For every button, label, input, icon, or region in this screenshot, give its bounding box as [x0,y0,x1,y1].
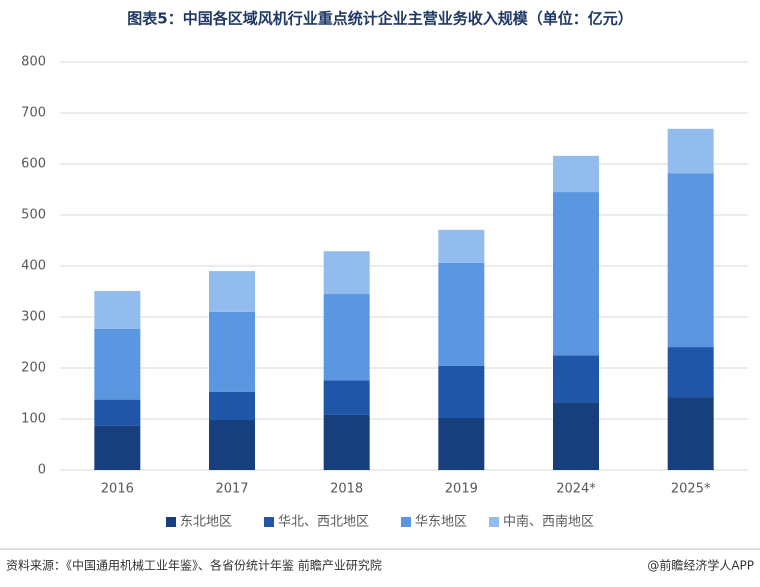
x-tick-label: 2017 [215,482,248,497]
legend-swatch [166,517,176,527]
x-tick-label: 2024* [556,482,596,497]
bar-segment [209,311,255,392]
bar-segment [94,290,141,329]
y-tick-label: 500 [21,208,46,223]
bar-segment [553,402,599,470]
bar-segment [94,399,141,426]
legend-label: 华北、西北地区 [278,515,369,530]
bar-segment [438,365,485,418]
bar-segment [667,128,714,174]
bar-segment [209,271,255,312]
y-tick-label: 0 [38,463,46,478]
legend-swatch [401,517,411,527]
x-tick-label: 2018 [330,482,363,497]
bar-segment [667,397,714,470]
y-tick-label: 100 [21,412,46,427]
source: 资料来源：《中国通用机械工业年鉴》、各省份统计年鉴 前瞻产业研究院 [6,558,382,573]
brand: @前瞻经济学人APP [647,558,754,573]
bar-segment [323,251,370,295]
y-tick-label: 200 [21,361,46,376]
bar-segment [553,192,599,356]
bar-segment [323,294,370,381]
bar-segment [553,355,599,403]
bar-segment [667,173,714,348]
bar-segment [438,229,485,263]
y-tick-label: 700 [21,106,46,121]
bar-segment [438,417,485,470]
legend-label: 东北地区 [180,515,232,530]
y-tick-label: 600 [21,157,46,172]
legend-swatch [489,517,499,527]
bar-segment [438,262,485,366]
x-tick-label: 2019 [445,482,478,497]
bar-segment [209,420,255,470]
bar-segment [323,380,370,415]
bar-segment [94,425,141,470]
bar-segment [209,391,255,421]
chart-title: 图表5：中国各区域风机行业重点统计企业主营业务收入规模（单位：亿元） [127,10,632,28]
bar-segment [323,414,370,470]
legend-label: 华东地区 [415,515,467,530]
x-tick-label: 2016 [101,482,134,497]
y-tick-label: 300 [21,310,46,325]
x-tick-label: 2025* [671,482,711,497]
legend-swatch [264,517,274,527]
y-tick-label: 800 [21,55,46,70]
bar-segment [94,328,141,400]
bar-segment [553,155,599,193]
y-tick-label: 400 [21,259,46,274]
legend-label: 中南、西南地区 [503,514,594,530]
bar-segment [667,347,714,398]
